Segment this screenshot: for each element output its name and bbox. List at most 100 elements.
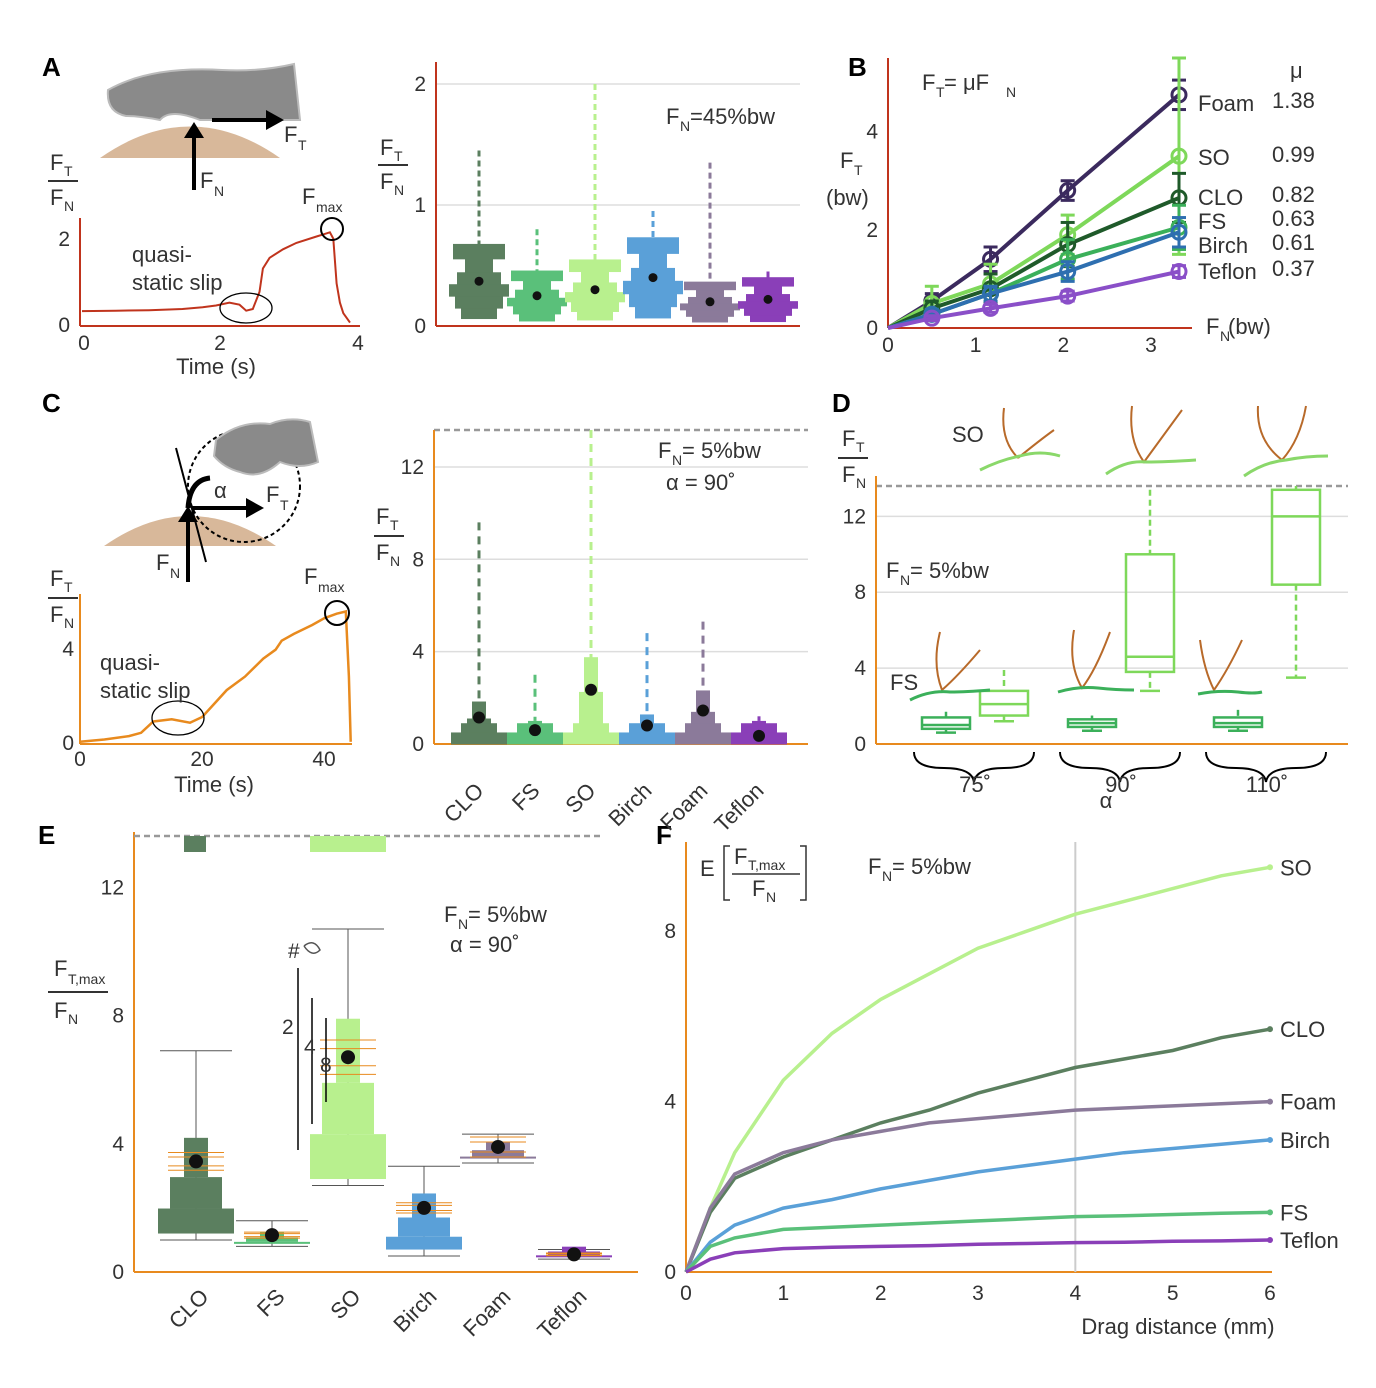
e-ytick: 4	[112, 1133, 124, 1156]
cr-ytick: 0	[412, 733, 424, 756]
ar-violin-step	[684, 281, 736, 291]
cr-ytick: 4	[412, 641, 424, 664]
f-xtick: 5	[1167, 1282, 1179, 1305]
plot-b: F T = μF N μ F T (bw) 0 1 2 3 0 2 4 F N (bw) F…	[826, 56, 1315, 357]
cr-category-label: Foam	[655, 778, 712, 835]
ar-mean-dot	[648, 273, 658, 283]
cr-category-label: Teflon	[709, 778, 768, 837]
plot-f: E F T,max F N F N = 5%bw 0 1 2 3 4 5 6 0 4 8 SO CL…	[664, 842, 1339, 1339]
b-ytick: 0	[866, 317, 878, 340]
b-xlabel-sub: N	[1220, 328, 1230, 344]
c-ft-sub: T	[280, 497, 289, 513]
a-annot-slip: static slip	[132, 270, 222, 295]
ar-mean-dot	[763, 294, 773, 304]
cr-ylabel-num: F	[376, 504, 389, 529]
d-category-label: 90˚	[1105, 772, 1137, 797]
f-series-end	[1267, 1098, 1273, 1105]
b-ytick: 4	[866, 121, 878, 144]
f-title-sub: N	[882, 868, 892, 884]
panel-label-d: D	[832, 388, 851, 418]
ar-violin-step	[511, 270, 563, 282]
c-ft-arrowhead	[246, 498, 264, 518]
e-category-label: Foam	[458, 1284, 515, 1341]
c-xlabel: Time (s)	[174, 772, 254, 797]
a-xtick-4: 4	[352, 332, 364, 355]
e-clipped-clo	[184, 836, 206, 852]
ar-violins	[449, 84, 798, 323]
f-series-label: Foam	[1280, 1090, 1336, 1115]
b-xtick: 0	[882, 334, 894, 357]
ar-violin-step	[581, 271, 609, 283]
d-title-sub: N	[900, 572, 910, 588]
a-xlabel: Time (s)	[176, 354, 256, 379]
substrate-shape	[100, 126, 280, 158]
c-xtick-20: 20	[190, 748, 213, 771]
ar-violin-step	[623, 280, 683, 295]
ar-violin-step	[565, 292, 625, 303]
a-ytick-2: 2	[58, 228, 70, 251]
ar-mean-dot	[532, 291, 542, 301]
f-ylabel-e: E	[700, 856, 715, 881]
cr-violin-step	[451, 732, 507, 745]
ar-ytick: 0	[414, 315, 426, 338]
cr-violin-step	[675, 732, 731, 745]
f-title-rest: = 5%bw	[892, 854, 971, 879]
cr-ylabel-den: F	[376, 540, 389, 565]
panel-label-c: C	[42, 388, 61, 418]
b-legend-mu: 0.61	[1272, 230, 1315, 255]
ar-violin-step	[639, 253, 667, 269]
f-series-label: FS	[1280, 1200, 1308, 1225]
d-label-so: SO	[952, 422, 984, 447]
c-surface-line	[175, 447, 207, 563]
b-point	[1059, 182, 1077, 200]
f-series-end	[1267, 1209, 1273, 1216]
e-title-sub: N	[458, 916, 468, 932]
ar-violin-step	[738, 301, 798, 309]
panel-label-f: F	[656, 820, 672, 850]
d-category-label: 75˚	[959, 772, 991, 797]
a-ylabel-num-sub: T	[64, 163, 73, 179]
e-mean-dot	[265, 1228, 279, 1243]
b-legend-name: Foam	[1198, 91, 1254, 116]
ar-ytick: 2	[414, 73, 426, 96]
c-claw-shape	[212, 418, 320, 476]
f-series-line	[684, 1027, 1271, 1273]
e-category-label: SO	[325, 1284, 365, 1324]
cr-ylabel-num-sub: T	[390, 517, 399, 533]
d-gridlines	[876, 484, 1348, 669]
a-fmax-sub: max	[316, 199, 342, 215]
f-ylabel-bracket-right	[800, 845, 807, 901]
f-xtick: 6	[1264, 1282, 1276, 1305]
c-fn-sub: N	[170, 565, 180, 581]
cr-title-f: F	[658, 438, 671, 463]
c-ylabel-den-sub: N	[64, 615, 74, 631]
cr-gridlines	[434, 428, 808, 653]
cr-mean-dot	[585, 683, 597, 696]
cr-ytick: 8	[412, 548, 424, 571]
e-annot-2: 2	[282, 1016, 294, 1039]
b-legend-mu: 0.63	[1272, 206, 1315, 231]
fn-arrow-sub: N	[214, 183, 224, 199]
c-ylabel-num: F	[50, 566, 63, 591]
b-legend-mu: 1.38	[1272, 88, 1315, 113]
e-violin-step	[310, 1134, 386, 1180]
ar-violin-step	[571, 301, 619, 312]
f-xtick: 4	[1069, 1282, 1081, 1305]
ar-ylabel-num: F	[380, 135, 393, 160]
b-ticks: 0 1 2 3 0 2 4	[866, 121, 1156, 357]
ar-ylabel-den-sub: N	[394, 182, 404, 198]
d-ticks: 0 4 8 12	[843, 505, 867, 756]
ar-violin-step	[519, 313, 555, 322]
ar-violin-step	[627, 237, 679, 254]
cr-mean-dot	[697, 704, 709, 717]
c-ylabel-den: F	[50, 602, 63, 627]
c-annot-quasi: quasi-	[100, 650, 160, 675]
d-box	[920, 716, 972, 731]
cr-category-label: SO	[560, 778, 600, 818]
ar-title-rest: =45%bw	[690, 104, 775, 129]
ar-violin-step	[465, 258, 493, 273]
ar-violin-step	[754, 286, 782, 295]
